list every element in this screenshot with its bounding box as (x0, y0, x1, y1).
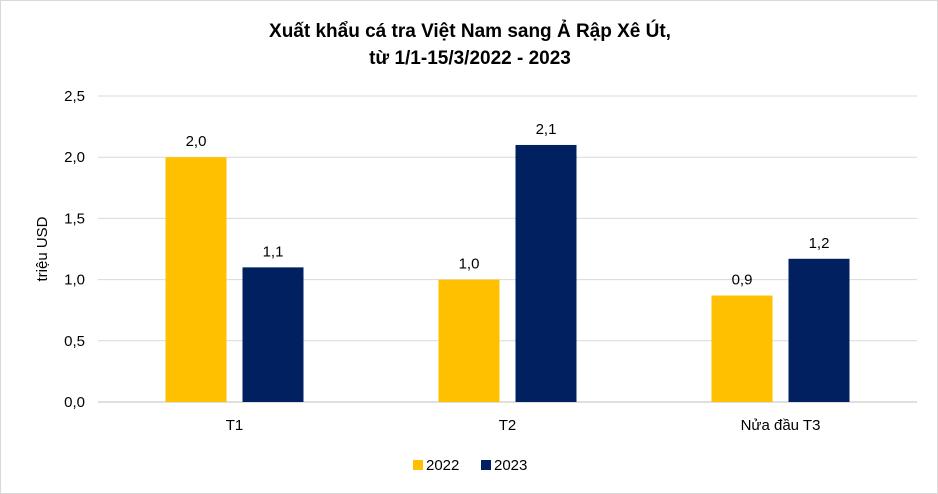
y-axis-label: triệu USD (34, 216, 51, 281)
y-tick-label: 2,5 (64, 88, 85, 105)
legend-label-2023: 2023 (494, 457, 527, 474)
data-label: 2,1 (536, 121, 557, 138)
legend-swatch-2023 (481, 460, 491, 470)
data-label: 1,0 (459, 256, 480, 273)
y-tick-label: 0,5 (64, 333, 85, 350)
chart-title-line-2: từ 1/1-15/3/2022 - 2023 (369, 48, 571, 69)
y-tick-label: 1,0 (64, 272, 85, 289)
legend-swatch-2022 (413, 460, 423, 470)
bar-2023-3 (788, 258, 850, 402)
chart-title-line-1: Xuất khẩu cá tra Việt Nam sang Ả Rập Xê … (269, 21, 671, 42)
legend-label-2022: 2022 (426, 457, 459, 474)
bar-2022-3 (711, 295, 773, 402)
x-tick-label: Nửa đầu T3 (741, 417, 821, 434)
y-tick-label: 0,0 (64, 394, 85, 411)
bar-2023-2 (515, 144, 577, 402)
data-label: 1,1 (263, 243, 284, 260)
x-tick-label: T1 (226, 417, 244, 434)
y-tick-label: 1,5 (64, 210, 85, 227)
data-label: 2,0 (186, 133, 207, 150)
data-label: 1,2 (809, 235, 830, 252)
data-label: 0,9 (732, 272, 753, 289)
bar-2022-1 (165, 157, 227, 402)
y-tick-label: 2,0 (64, 149, 85, 166)
bar-2023-1 (242, 267, 304, 402)
bar-2022-2 (438, 279, 500, 402)
x-tick-label: T2 (499, 417, 517, 434)
